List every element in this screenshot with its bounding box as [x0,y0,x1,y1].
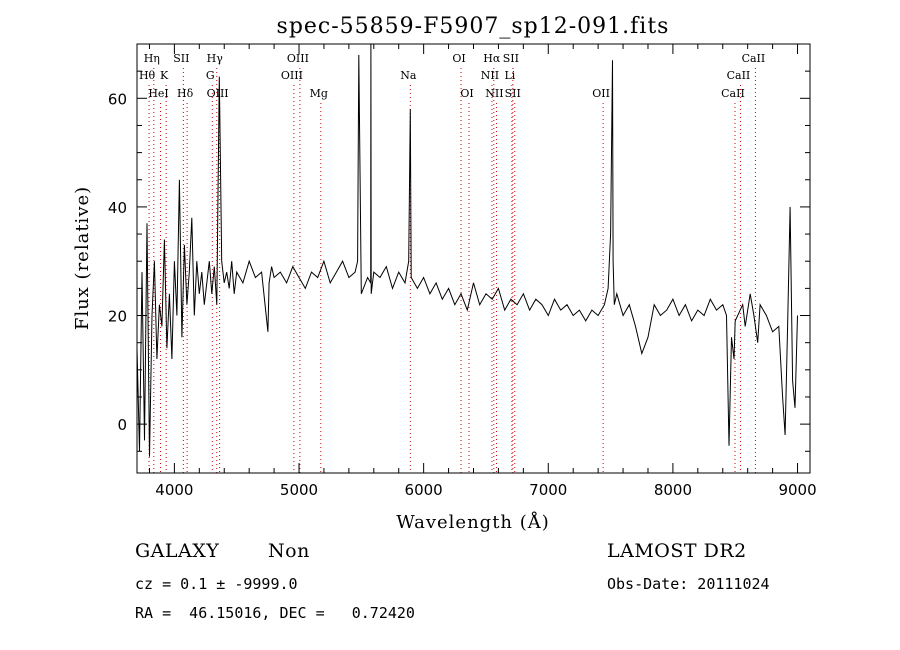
chart-title: spec-55859-F5907_sp12-091.fits [277,14,670,39]
y-tick-label-3: 60 [108,90,127,108]
x-axis-ticks: 4000 5000 6000 7000 8000 9000 [148,44,817,499]
x-axis-label: Wavelength (Å) [396,511,550,533]
line-marker-label-21: OII [592,87,610,100]
line-marker-label-12: Na [400,69,417,82]
line-marker-label-3: HeI [148,87,168,100]
line-marker-label-14: OI [460,87,473,100]
x-tick-label-1: 5000 [280,481,318,499]
plot-frame [136,43,811,474]
line-markers [148,68,756,473]
line-marker-label-10: OIII [281,69,303,82]
line-marker-label-13: OI [452,52,465,65]
x-tick-label-4: 8000 [654,481,692,499]
survey-name: LAMOST DR2 [607,540,747,562]
obs-date-text: Obs-Date: 20111024 [607,575,770,593]
line-marker-label-2: K [160,69,169,82]
line-marker-label-19: NII [485,87,503,100]
line-marker-label-11: Mg [310,87,328,100]
object-subclass: Non [268,540,310,562]
line-marker-label-24: CaII [721,87,745,100]
line-marker-label-16: SII [503,52,519,65]
line-marker-label-15: Hα [483,52,501,65]
line-marker-label-7: G [206,69,215,82]
line-marker-label-23: CaII [727,69,751,82]
line-marker-label-1: Hθ [139,69,156,82]
line-marker-label-6: Hγ [207,52,224,65]
x-tick-label-3: 7000 [529,481,567,499]
object-class: GALAXY [135,540,220,562]
y-tick-label-0: 0 [117,416,127,434]
spectrum-line [136,43,798,457]
y-axis-ticks: 0 20 40 60 [108,70,810,452]
line-marker-label-8: OIII [207,87,229,100]
line-marker-label-20: SII [505,87,521,100]
line-marker-label-5: Hδ [177,87,194,100]
x-tick-label-0: 4000 [155,481,193,499]
line-marker-label-9: OIII [287,52,309,65]
y-tick-label-2: 40 [108,199,127,217]
x-tick-label-5: 9000 [778,481,816,499]
x-tick-label-2: 6000 [405,481,443,499]
line-marker-label-18: Li [504,69,515,82]
y-axis-label: Flux (relative) [72,186,93,330]
radec-text: RA = 46.15016, DEC = 0.72420 [135,604,415,622]
line-marker-label-4: SII [173,52,189,65]
line-marker-label-17: NII [481,69,499,82]
line-marker-label-0: Hη [144,52,160,65]
redshift-text: cz = 0.1 ± -9999.0 [135,575,298,593]
line-marker-label-22: CaII [742,52,766,65]
y-tick-label-1: 20 [108,308,127,326]
